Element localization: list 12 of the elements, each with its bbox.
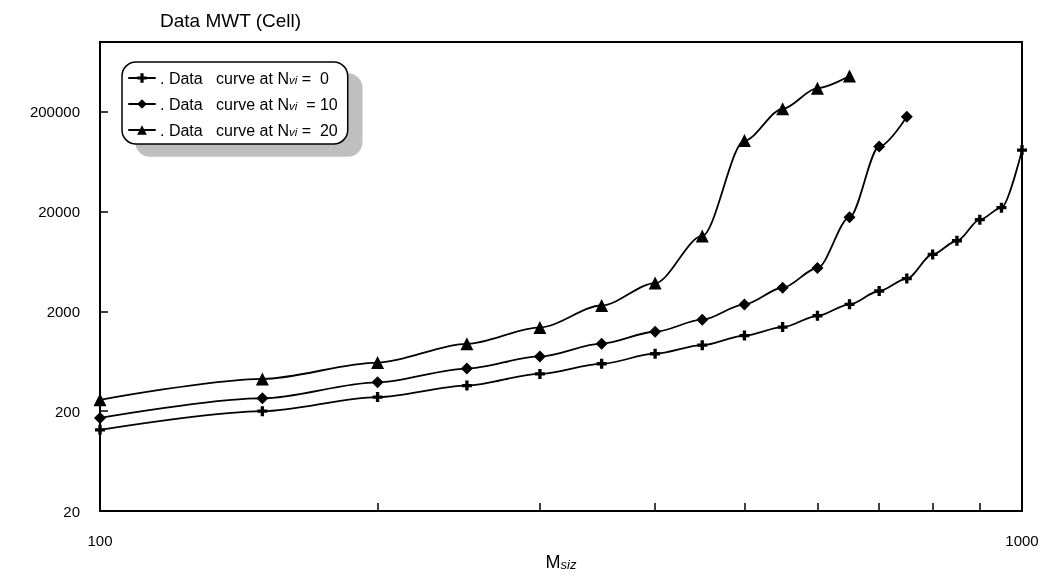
y-tick-label: 2000 [46, 302, 80, 320]
chart-title: Data MWT (Cell) [160, 10, 302, 31]
y-tick-label: 200 [54, 402, 80, 420]
y-tick-label: 20 [63, 502, 80, 520]
x-axis-title: Msiz [545, 551, 577, 572]
y-tick-label: 200000 [29, 103, 80, 121]
x-tick-label: 1000 [1005, 532, 1039, 549]
x-tick-label: 100 [87, 532, 113, 549]
legend-label: . Data curve at Nvi = 10 [160, 95, 338, 113]
legend-label: . Data curve at Nvi = 20 [160, 121, 338, 139]
legend-label: . Data curve at Nvi = 0 [160, 69, 329, 87]
y-tick-label: 20000 [38, 203, 80, 221]
